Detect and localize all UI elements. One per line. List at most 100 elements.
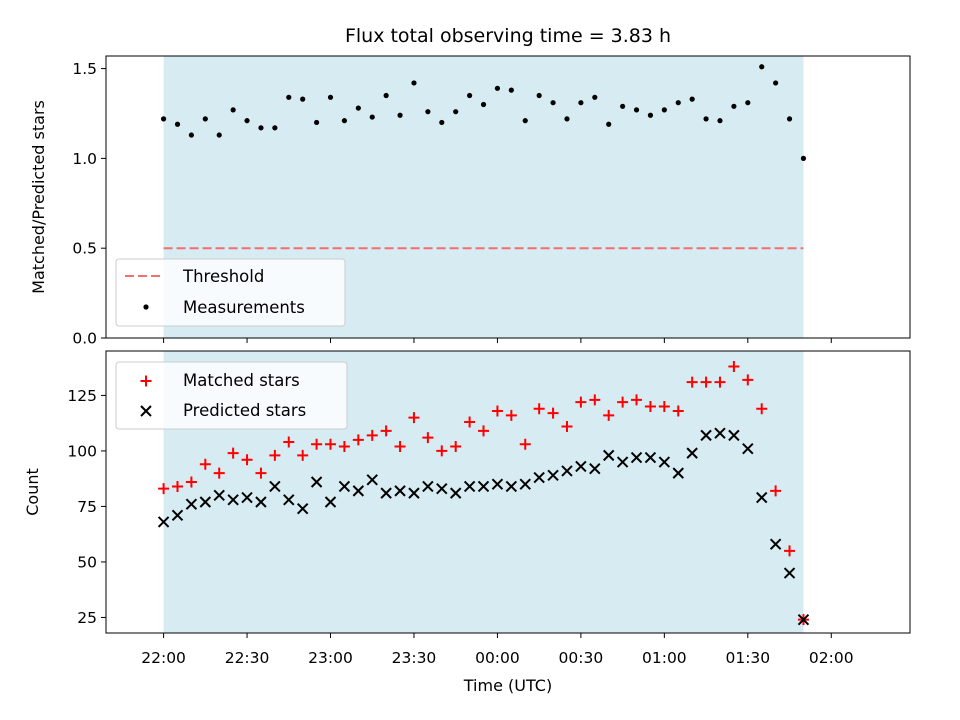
matched-star-point [227, 447, 239, 459]
matched-star-point [297, 449, 309, 461]
predicted-star-point [756, 491, 768, 504]
predicted-star-point [714, 427, 726, 439]
predicted-star-point [338, 480, 351, 493]
chart-title: Flux total observing time = 3.83 h [345, 25, 671, 47]
matched-star-point [199, 458, 211, 470]
matched-star-point [631, 394, 643, 406]
matched-star-point [491, 405, 503, 417]
bottom-y-axis-label: Count [23, 468, 42, 516]
top-y-axis-label: Matched/Predicted stars [29, 100, 48, 294]
predicted-star-point [686, 447, 698, 459]
matched-star-point [464, 416, 476, 428]
matched-star-point [283, 436, 295, 448]
predicted-star-point [783, 567, 796, 579]
matched-star-point [589, 394, 601, 406]
predicted-star-point [519, 478, 531, 490]
predicted-star-point [533, 471, 545, 484]
matched-star-point [672, 405, 684, 417]
predicted-star-point [408, 487, 420, 499]
matched-star-point [658, 401, 670, 413]
matched-star-point [575, 396, 587, 408]
measurement-point [411, 80, 417, 86]
predicted-star-point [477, 480, 490, 493]
predicted-star-point [436, 482, 448, 495]
measurement-point [564, 116, 570, 122]
legend-matched-swatch [140, 375, 152, 387]
x-tick-label: 01:00 [642, 649, 687, 667]
predicted-star-point [296, 502, 309, 515]
predicted-star-point [658, 456, 671, 468]
top-panel: 0.0 0.5 1.0 1.5 Flux total observing time =… [29, 25, 911, 348]
matched-star-point [311, 438, 323, 450]
legend-plus-marker [140, 375, 152, 387]
matched-star-point [213, 467, 225, 479]
predicted-star-point [324, 496, 337, 508]
x-tick-label: 02:00 [809, 649, 854, 667]
measurement-point [661, 107, 667, 113]
measurement-point [592, 94, 598, 100]
y-tick-label: 1.5 [72, 60, 97, 78]
matched-star-point [700, 376, 712, 388]
measurement-point [606, 121, 612, 127]
predicted-star-point [310, 476, 323, 488]
measurement-point [508, 87, 514, 93]
matched-star-point [269, 449, 281, 461]
legend-cross-marker [140, 405, 152, 417]
y-tick-label: 100 [67, 442, 97, 460]
measurement-point [383, 92, 389, 99]
predicted-star-point [505, 480, 518, 493]
measurement-point [717, 118, 723, 124]
predicted-star-point [561, 465, 573, 477]
predicted-star-point [728, 429, 740, 442]
measurement-point [397, 112, 403, 118]
matched-star-point [714, 376, 726, 388]
measurement-point [633, 107, 640, 113]
matched-star-point [756, 403, 768, 415]
predicted-star-point [380, 487, 392, 499]
measurement-point [300, 96, 306, 102]
predicted-star-point [171, 509, 184, 522]
matched-star-point [478, 425, 490, 437]
predicted-star-point [366, 474, 378, 486]
bottom-x-ticks: 22:00 22:30 23:00 23:30 00:00 00:30 01:00 01:30… [141, 633, 854, 667]
measurement-point [258, 125, 264, 131]
predicted-star-point [269, 480, 281, 493]
y-tick-label: 50 [77, 553, 97, 571]
matched-star-point [617, 396, 629, 408]
x-tick-label: 22:00 [141, 649, 186, 667]
measurement-point [494, 85, 501, 91]
y-tick-label: 0.5 [72, 240, 97, 258]
measurement-point [467, 92, 473, 99]
top-axes-frame [105, 55, 911, 339]
bottom-panel: 25 50 75 100 125 22:00 22:30 23:00 23:30 00:00 00… [23, 350, 911, 695]
measurement-point [341, 118, 348, 124]
measurement-point [313, 119, 320, 126]
matched-star-point [171, 480, 183, 492]
matched-star-point [728, 361, 740, 373]
measurement-point [759, 64, 765, 70]
matched-star-point [158, 483, 170, 495]
matched-star-point [519, 438, 531, 450]
measurement-point [188, 132, 195, 138]
measurement-point [355, 105, 361, 111]
measurement-point [522, 118, 528, 124]
measurement-point [439, 119, 445, 126]
measurement-point [327, 94, 334, 100]
matched-star-point [505, 409, 517, 421]
measurement-point [731, 103, 737, 109]
measurement-point [453, 109, 459, 115]
measurements-series [160, 64, 807, 161]
matched-star-point [241, 454, 253, 466]
matched-star-point [784, 545, 796, 557]
predicted-star-point [630, 451, 643, 464]
legend-matched-label: Matched stars [183, 371, 300, 390]
matched-star-point [380, 425, 392, 437]
legend-measurements-swatch [143, 304, 149, 310]
matched-star-point [533, 403, 545, 415]
predicted-star-point [491, 478, 504, 490]
x-tick-label: 22:30 [225, 649, 270, 667]
matched-star-point [394, 440, 406, 452]
legend-threshold-label: Threshold [182, 267, 264, 286]
predicted-star-point [199, 496, 212, 508]
matched-star-point [352, 434, 364, 446]
